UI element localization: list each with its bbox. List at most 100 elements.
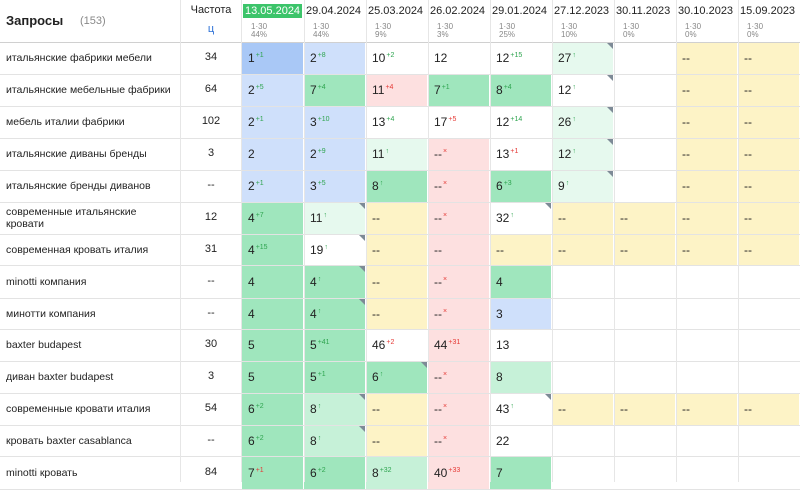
position-cell[interactable]: 5+1: [304, 362, 366, 393]
position-cell[interactable]: 4+7: [242, 203, 304, 234]
position-cell[interactable]: --: [614, 235, 676, 265]
position-cell[interactable]: [552, 457, 614, 489]
position-cell[interactable]: 8+4: [490, 75, 552, 106]
position-cell[interactable]: 46+2: [366, 330, 428, 361]
date-label[interactable]: 15.09.2023: [740, 5, 796, 17]
position-cell[interactable]: 4: [242, 299, 304, 329]
query-text[interactable]: baxter budapest: [6, 339, 82, 351]
position-cell[interactable]: 6+2: [242, 394, 304, 425]
position-cell[interactable]: [614, 43, 676, 74]
position-cell[interactable]: --: [552, 394, 614, 425]
position-cell[interactable]: [614, 266, 676, 298]
position-cell[interactable]: --: [738, 171, 800, 202]
position-cell[interactable]: 9↑: [552, 171, 614, 202]
position-cell[interactable]: 12↑: [552, 139, 614, 170]
position-cell[interactable]: --: [676, 235, 738, 265]
position-cell[interactable]: 4: [242, 266, 304, 298]
position-cell[interactable]: 4+15: [242, 235, 304, 265]
position-cell[interactable]: 8+32: [366, 457, 428, 489]
position-cell[interactable]: 8: [490, 362, 552, 393]
position-cell[interactable]: [614, 299, 676, 329]
date-column-header[interactable]: 29.04.2024 1·30 44%: [304, 0, 366, 42]
position-cell[interactable]: [614, 75, 676, 106]
position-cell[interactable]: --: [676, 43, 738, 74]
position-cell[interactable]: --: [676, 171, 738, 202]
position-cell[interactable]: 5: [242, 362, 304, 393]
date-column-header[interactable]: 15.09.2023 1·30 0%: [738, 0, 800, 42]
position-cell[interactable]: --×: [428, 266, 490, 298]
position-cell[interactable]: 6+2: [242, 426, 304, 456]
position-cell[interactable]: [614, 457, 676, 489]
position-cell[interactable]: 13+1: [490, 139, 552, 170]
position-cell[interactable]: --: [676, 139, 738, 170]
position-cell[interactable]: 7+1: [428, 75, 490, 106]
position-cell[interactable]: [614, 107, 676, 138]
position-cell[interactable]: 10+2: [366, 43, 428, 74]
date-label[interactable]: 25.03.2024: [368, 5, 424, 17]
position-cell[interactable]: 12: [428, 43, 490, 74]
position-cell[interactable]: 6↑: [366, 362, 428, 393]
query-text[interactable]: итальянские мебельные фабрики: [6, 84, 171, 96]
position-cell[interactable]: [738, 330, 800, 361]
position-cell[interactable]: 26↑: [552, 107, 614, 138]
position-cell[interactable]: 13: [490, 330, 552, 361]
position-cell[interactable]: --: [366, 299, 428, 329]
position-cell[interactable]: 5: [242, 330, 304, 361]
position-cell[interactable]: --: [614, 394, 676, 425]
position-cell[interactable]: 32↑: [490, 203, 552, 234]
position-cell[interactable]: --: [738, 139, 800, 170]
position-cell[interactable]: 5+41: [304, 330, 366, 361]
position-cell[interactable]: [552, 362, 614, 393]
position-cell[interactable]: 2: [242, 139, 304, 170]
position-cell[interactable]: [614, 171, 676, 202]
position-cell[interactable]: 3: [490, 299, 552, 329]
date-label[interactable]: 27.12.2023: [554, 5, 610, 17]
position-cell[interactable]: --×: [428, 139, 490, 170]
position-cell[interactable]: --×: [428, 171, 490, 202]
position-cell[interactable]: 2+1: [242, 171, 304, 202]
position-cell[interactable]: [614, 362, 676, 393]
position-cell[interactable]: --: [366, 394, 428, 425]
position-cell[interactable]: [614, 330, 676, 361]
position-cell[interactable]: 8↑: [366, 171, 428, 202]
position-cell[interactable]: [676, 457, 738, 489]
date-label[interactable]: 30.11.2023: [616, 5, 671, 17]
date-column-header[interactable]: 30.11.2023 1·30 0%: [614, 0, 676, 42]
position-cell[interactable]: [552, 266, 614, 298]
query-text[interactable]: современная кровать италия: [6, 243, 149, 256]
position-cell[interactable]: --×: [428, 203, 490, 234]
position-cell[interactable]: [552, 299, 614, 329]
position-cell[interactable]: 40+33: [428, 457, 490, 489]
query-text[interactable]: итальянские диваны бренды: [6, 148, 147, 160]
position-cell[interactable]: 7+1: [242, 457, 304, 489]
position-cell[interactable]: --: [366, 266, 428, 298]
position-cell[interactable]: 8↑: [304, 426, 366, 456]
date-label[interactable]: 29.04.2024: [306, 5, 362, 17]
position-cell[interactable]: 43↑: [490, 394, 552, 425]
position-cell[interactable]: --: [490, 235, 552, 265]
position-cell[interactable]: [552, 330, 614, 361]
position-cell[interactable]: --: [738, 203, 800, 234]
position-cell[interactable]: --: [676, 203, 738, 234]
position-cell[interactable]: --: [676, 394, 738, 425]
position-cell[interactable]: 13+4: [366, 107, 428, 138]
position-cell[interactable]: 22: [490, 426, 552, 456]
date-column-header[interactable]: 25.03.2024 1·30 9%: [366, 0, 428, 42]
position-cell[interactable]: 11↑: [366, 139, 428, 170]
query-text[interactable]: диван baxter budapest: [6, 371, 114, 383]
position-cell[interactable]: [738, 266, 800, 298]
position-cell[interactable]: 19↑: [304, 235, 366, 265]
position-cell[interactable]: 8↑: [304, 394, 366, 425]
position-cell[interactable]: --: [676, 75, 738, 106]
position-cell[interactable]: [738, 426, 800, 456]
position-cell[interactable]: --: [738, 107, 800, 138]
query-text[interactable]: minotti кровать: [6, 466, 78, 479]
position-cell[interactable]: 4↑: [304, 266, 366, 298]
position-cell[interactable]: 2+1: [242, 107, 304, 138]
position-cell[interactable]: --×: [428, 299, 490, 329]
position-cell[interactable]: 7+4: [304, 75, 366, 106]
position-cell[interactable]: 12+14: [490, 107, 552, 138]
position-cell[interactable]: --: [738, 394, 800, 425]
position-cell[interactable]: 2+5: [242, 75, 304, 106]
position-cell[interactable]: 3+10: [304, 107, 366, 138]
